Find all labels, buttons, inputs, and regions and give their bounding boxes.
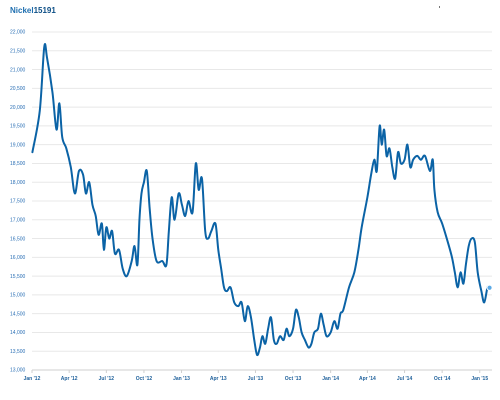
x-tick-label: Apr '14	[359, 376, 376, 382]
last-point-marker	[486, 284, 493, 291]
x-tick-label: Jul '12	[99, 376, 115, 382]
x-tick-label: Jan '13	[173, 376, 190, 382]
last-price: 15191	[33, 6, 56, 15]
y-tick-label: 15,000	[10, 293, 26, 299]
y-tick-label: 20,000	[10, 105, 26, 111]
y-tick-label: 17,000	[10, 217, 26, 223]
y-tick-label: 18,000	[10, 180, 26, 186]
x-tick-label: Oct '14	[434, 376, 451, 382]
y-tick-label: 22,000	[10, 30, 26, 36]
y-tick-label: 14,000	[10, 330, 26, 336]
y-tick-label: 14,500	[10, 311, 26, 317]
x-tick-label: Oct '13	[285, 376, 302, 382]
x-tick-label: Apr '12	[61, 376, 78, 382]
x-tick-label: Jan '15	[471, 376, 488, 382]
y-tick-label: 19,000	[10, 142, 26, 148]
y-tick-label: 15,500	[10, 274, 26, 280]
x-tick-label: Jul '14	[397, 376, 413, 382]
y-tick-label: 17,500	[10, 199, 26, 205]
x-tick-label: Apr '13	[210, 376, 227, 382]
instrument-name: Nickel	[10, 6, 34, 15]
x-tick-label: Jul '13	[248, 376, 264, 382]
y-tick-label: 21,500	[10, 48, 26, 54]
y-tick-label: 18,500	[10, 161, 26, 167]
x-tick-label: Oct '12	[136, 376, 153, 382]
y-tick-label: 16,000	[10, 255, 26, 261]
y-tick-label: 16,500	[10, 236, 26, 242]
header-tick-mark	[439, 6, 440, 8]
series-line	[31, 43, 491, 357]
chart-title: Nickel15191	[10, 6, 56, 15]
y-tick-label: 13,000	[10, 368, 26, 374]
y-tick-label: 20,500	[10, 86, 26, 92]
y-tick-label: 13,500	[10, 349, 26, 355]
y-tick-label: 21,000	[10, 67, 26, 73]
x-tick-label: Jan '14	[322, 376, 339, 382]
y-tick-label: 19,500	[10, 124, 26, 130]
x-tick-label: Jan '12	[24, 376, 41, 382]
